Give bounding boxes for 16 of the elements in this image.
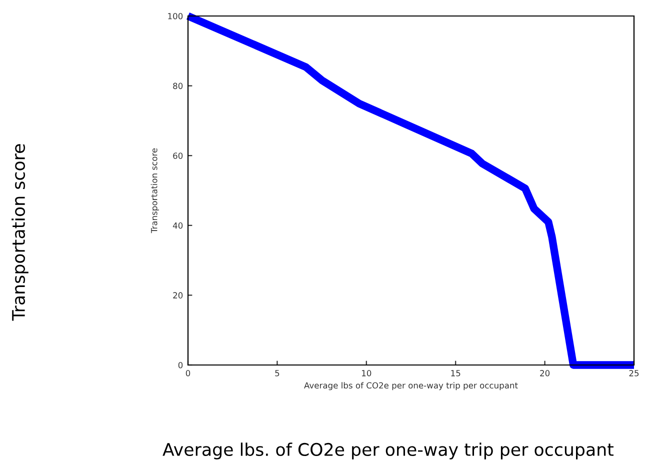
text: Transportation score	[12, 144, 28, 321]
y-tick-label: 100	[168, 12, 183, 20]
x-tick-label: 0	[186, 370, 190, 376]
y-tick-label: 60	[173, 152, 183, 159]
x-tick-label: 15	[451, 370, 460, 376]
x-tick-label: 20	[540, 370, 550, 376]
y-tick-label: 20	[173, 292, 183, 298]
text: Average lbs. of CO2e per one-way trip per occupant	[162, 442, 614, 460]
x-tick-label: 5	[275, 370, 280, 376]
y-axis-title: Transportation score	[150, 148, 159, 234]
x-axis-title: Average lbs of CO2e per one-way trip per occupant	[304, 382, 518, 390]
x-tick-label: 10	[362, 370, 372, 376]
y-tick-label: 80	[173, 82, 183, 90]
y-tick-label: 0	[178, 362, 183, 368]
y-tick-label: 40	[172, 222, 183, 229]
x-tick-label: 25	[629, 370, 639, 376]
